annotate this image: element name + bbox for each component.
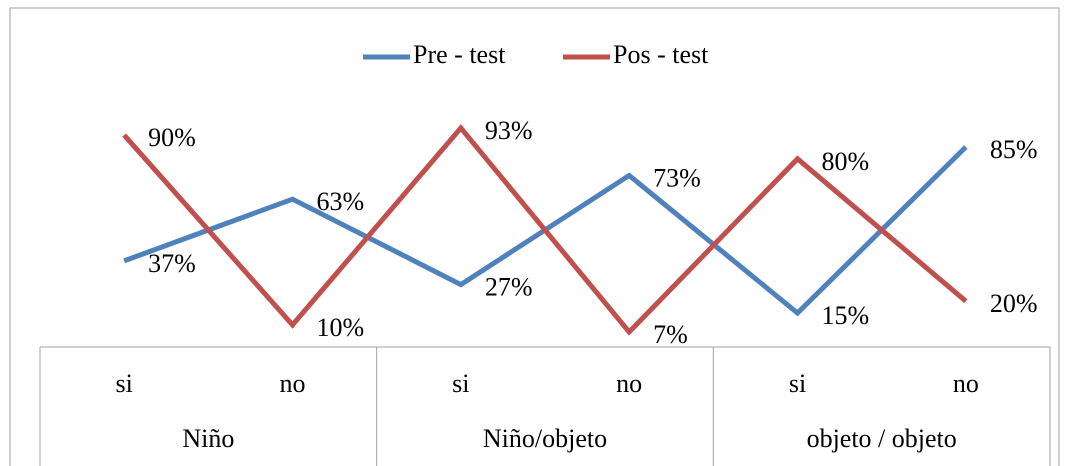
x-tick-label: si bbox=[115, 369, 132, 398]
data-label: 27% bbox=[485, 273, 533, 302]
group-label: Niño/objeto bbox=[483, 424, 607, 453]
data-label: 10% bbox=[317, 313, 365, 342]
data-label: 37% bbox=[148, 249, 196, 278]
data-label: 90% bbox=[148, 123, 196, 152]
chart-frame bbox=[9, 7, 1060, 466]
data-label: 85% bbox=[990, 135, 1038, 164]
x-tick-label: no bbox=[616, 369, 642, 398]
data-label: 73% bbox=[653, 163, 701, 192]
x-tick-label: si bbox=[452, 369, 469, 398]
x-tick-label: no bbox=[953, 369, 979, 398]
x-tick-label: no bbox=[280, 369, 306, 398]
data-label: 20% bbox=[990, 289, 1038, 318]
data-label: 63% bbox=[317, 187, 365, 216]
data-label: 80% bbox=[822, 147, 870, 176]
group-label: objeto / objeto bbox=[807, 424, 957, 453]
data-label: 93% bbox=[485, 116, 533, 145]
category-table bbox=[39, 346, 1051, 466]
data-label: 15% bbox=[822, 301, 870, 330]
group-label: Niño bbox=[182, 424, 234, 453]
legend-label: Pre - test bbox=[413, 40, 506, 69]
x-tick-label: si bbox=[789, 369, 806, 398]
series-line bbox=[122, 124, 968, 336]
legend-label: Pos - test bbox=[613, 40, 709, 69]
data-label: 7% bbox=[653, 320, 688, 349]
